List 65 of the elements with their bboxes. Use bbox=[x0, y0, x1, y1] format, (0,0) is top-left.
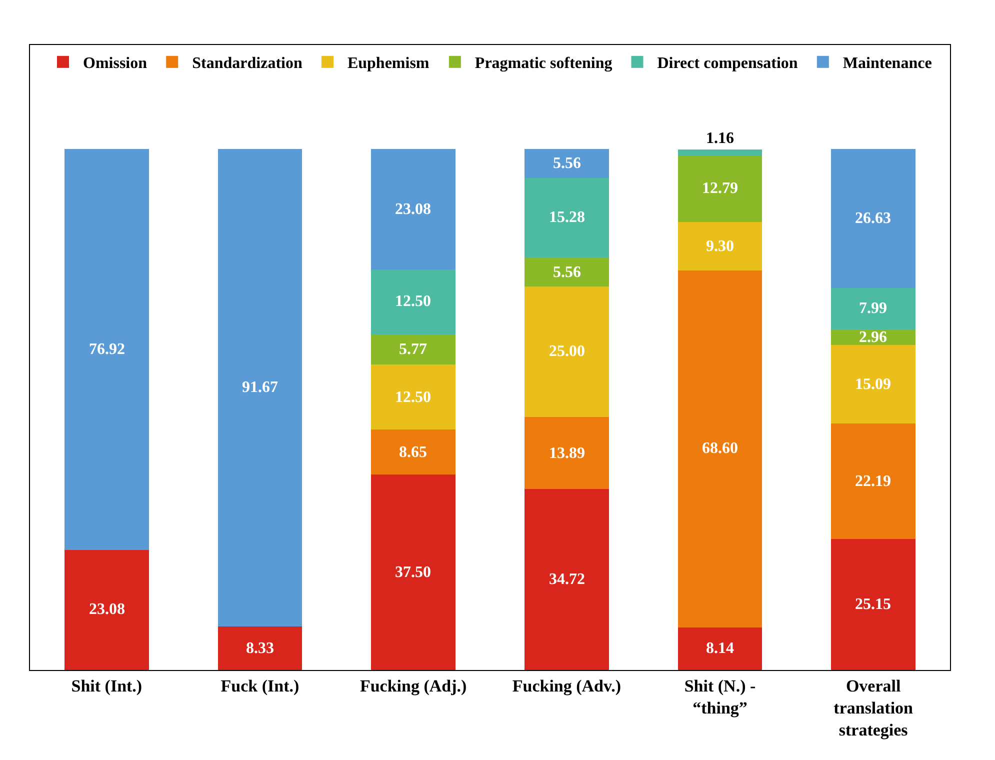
data-label: 8.65 bbox=[399, 444, 427, 461]
bar bbox=[678, 149, 762, 156]
data-label: 91.67 bbox=[242, 379, 278, 396]
bar bbox=[678, 155, 762, 222]
bar bbox=[64, 149, 149, 550]
bar bbox=[831, 344, 916, 424]
data-label: 12.50 bbox=[395, 389, 431, 406]
data-label: 13.89 bbox=[549, 445, 585, 462]
bar bbox=[831, 149, 916, 288]
bar bbox=[371, 269, 456, 335]
data-label: 34.72 bbox=[549, 571, 585, 588]
data-label: 12.50 bbox=[395, 293, 431, 310]
bar bbox=[524, 149, 609, 178]
x-tick-label: Fucking (Adv.) bbox=[512, 676, 621, 696]
bar bbox=[524, 286, 609, 417]
data-label: 15.28 bbox=[549, 209, 585, 226]
x-tick-label: Fuck (Int.) bbox=[220, 676, 300, 696]
data-label: 15.09 bbox=[855, 376, 891, 393]
legend-label: Euphemism bbox=[347, 55, 430, 72]
x-tick-label: Shit (N.) - “thing” bbox=[684, 676, 756, 718]
data-label: 7.99 bbox=[859, 300, 887, 317]
data-label: 5.77 bbox=[399, 341, 427, 358]
x-tick-label: Fucking (Adj.) bbox=[360, 676, 467, 696]
bar bbox=[524, 178, 609, 258]
bar bbox=[218, 149, 302, 627]
data-label: 37.50 bbox=[395, 564, 431, 581]
data-label: 68.60 bbox=[702, 440, 738, 457]
bar bbox=[524, 416, 609, 490]
bar bbox=[831, 423, 916, 540]
data-label: 22.19 bbox=[855, 473, 891, 490]
data-label: 8.14 bbox=[706, 640, 734, 657]
data-label: 2.96 bbox=[859, 329, 887, 346]
x-tick-label: Shit (Int.) bbox=[71, 676, 142, 696]
data-label: 25.00 bbox=[549, 343, 585, 360]
legend-label: Direct compensation bbox=[657, 55, 798, 72]
bar bbox=[371, 474, 456, 670]
legend-label: Omission bbox=[83, 55, 148, 72]
data-label: 5.56 bbox=[553, 155, 581, 172]
bar bbox=[371, 149, 456, 270]
data-label: 9.30 bbox=[706, 238, 734, 255]
bar bbox=[371, 430, 456, 475]
data-label: 12.79 bbox=[702, 180, 738, 197]
data-label: 26.63 bbox=[855, 210, 891, 227]
bar bbox=[678, 270, 762, 628]
data-label: 1.16 bbox=[706, 130, 734, 147]
legend-label: Maintenance bbox=[842, 55, 932, 72]
bar bbox=[831, 539, 916, 670]
data-label: 5.56 bbox=[553, 264, 581, 281]
bar bbox=[524, 489, 609, 670]
data-label: 23.08 bbox=[89, 601, 125, 618]
bar bbox=[64, 550, 149, 670]
x-tick-label: Overall translation strategies bbox=[834, 676, 914, 740]
bar bbox=[678, 222, 762, 270]
bar bbox=[371, 334, 456, 365]
data-label: 8.33 bbox=[246, 640, 274, 657]
bar bbox=[371, 364, 456, 430]
data-label: 23.08 bbox=[395, 201, 431, 218]
bar bbox=[678, 628, 762, 670]
bar bbox=[831, 288, 916, 330]
data-label: 25.15 bbox=[855, 596, 891, 613]
bar bbox=[524, 258, 609, 287]
legend-label: Standardization bbox=[192, 55, 302, 72]
legend-label: Pragmatic softening bbox=[474, 55, 612, 72]
data-label: 76.92 bbox=[89, 341, 125, 358]
bar bbox=[218, 626, 302, 670]
